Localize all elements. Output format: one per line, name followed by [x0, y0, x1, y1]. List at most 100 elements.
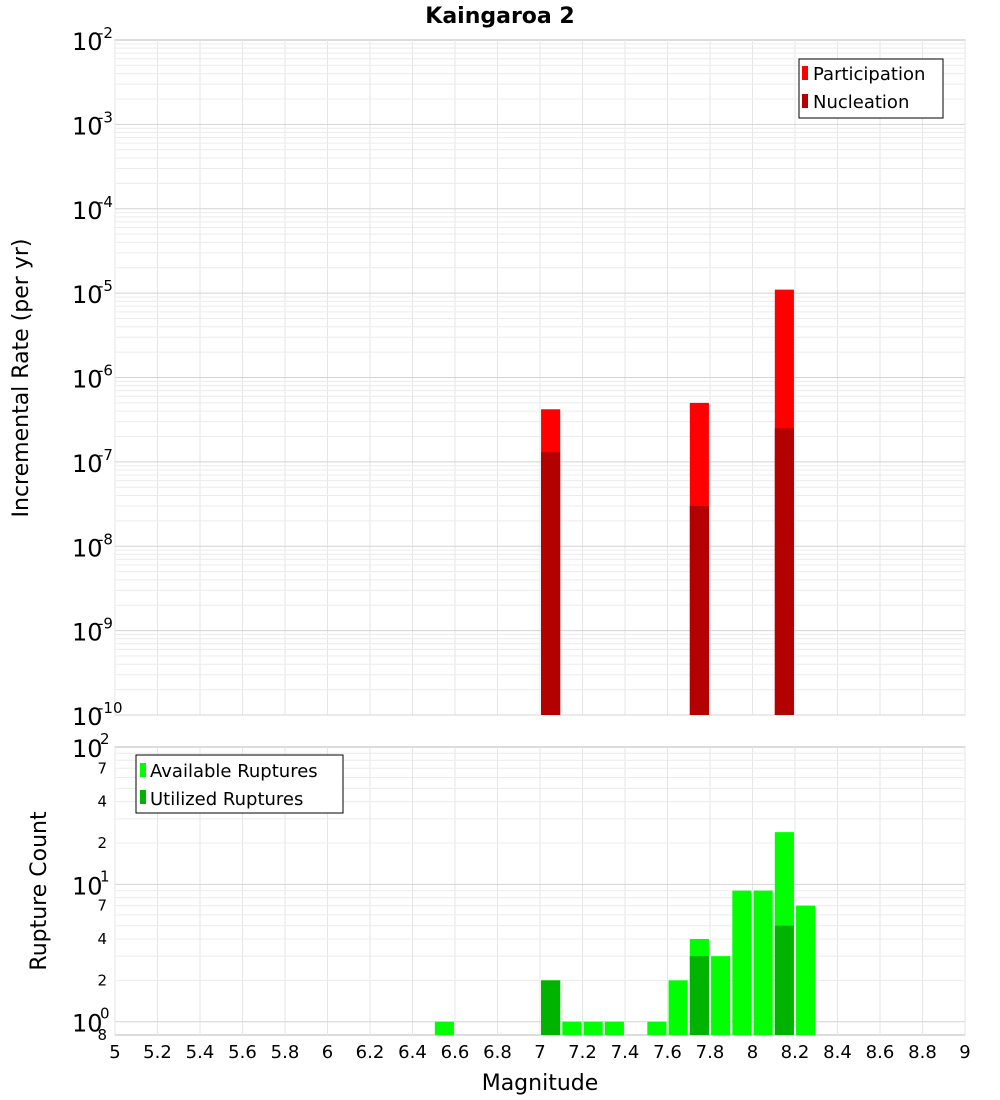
svg-text:10: 10 — [72, 534, 103, 562]
y-tick-label: 10-5 — [72, 277, 113, 309]
svg-text:-4: -4 — [98, 193, 113, 211]
x-tick-label: 5 — [109, 1042, 120, 1063]
x-tick-label: 9 — [959, 1042, 970, 1063]
y-minor-tick-label: 8 — [97, 1026, 107, 1044]
bottom-legend: Available Ruptures Utilized Ruptures — [135, 754, 344, 814]
y-tick-label: 10-8 — [72, 530, 113, 562]
bar-available-ruptures — [732, 890, 752, 1035]
bar-available-ruptures — [711, 956, 731, 1035]
svg-text:10: 10 — [72, 1010, 103, 1038]
bar-available-ruptures — [562, 1021, 582, 1035]
y-minor-tick-label: 2 — [97, 971, 107, 989]
top-legend: Participation Nucleation — [798, 58, 944, 119]
svg-text:-8: -8 — [98, 530, 113, 548]
bottom-legend-box — [135, 754, 344, 814]
x-axis-label: Magnitude — [482, 1071, 599, 1096]
y-tick-label: 100 — [72, 1005, 110, 1038]
bar-utilized-ruptures — [689, 956, 709, 1035]
y-minor-tick-label: 7 — [97, 759, 107, 777]
svg-text:-5: -5 — [98, 277, 113, 295]
legend-label-nucleation: Nucleation — [813, 92, 909, 113]
bar-available-ruptures — [647, 1021, 667, 1035]
svg-text:10: 10 — [72, 28, 103, 56]
svg-text:10: 10 — [72, 703, 103, 731]
y-minor-tick-label: 4 — [97, 793, 107, 811]
svg-text:-9: -9 — [98, 615, 113, 633]
bar-available-ruptures — [434, 1021, 454, 1035]
x-tick-label: 8.4 — [823, 1042, 852, 1063]
svg-text:10: 10 — [72, 112, 103, 140]
svg-text:10: 10 — [72, 197, 103, 225]
top-bars — [541, 289, 794, 715]
x-tick-label: 5.8 — [271, 1042, 300, 1063]
y-tick-label: 10-3 — [72, 108, 113, 140]
x-tick-label: 7 — [534, 1042, 545, 1063]
y-tick-label: 10-6 — [72, 362, 113, 394]
bar-nucleation — [541, 452, 561, 715]
top-y-tick-labels: 10-210-310-410-510-610-710-810-910-10 — [72, 24, 123, 731]
y-tick-label: 10-2 — [72, 24, 113, 56]
y-minor-tick-label: 2 — [97, 834, 107, 852]
bar-available-ruptures — [583, 1021, 603, 1035]
x-tick-label: 6.8 — [483, 1042, 512, 1063]
x-tick-label: 6.4 — [398, 1042, 427, 1063]
x-tick-label: 7.4 — [611, 1042, 640, 1063]
svg-text:10: 10 — [72, 735, 103, 763]
svg-text:10: 10 — [72, 281, 103, 309]
svg-text:-7: -7 — [98, 446, 113, 464]
x-tick-label: 6 — [322, 1042, 333, 1063]
svg-text:-2: -2 — [98, 24, 113, 42]
y-tick-label: 10-10 — [72, 699, 123, 731]
y-minor-tick-label: 4 — [97, 930, 107, 948]
x-tick-label: 6.6 — [441, 1042, 470, 1063]
legend-label-utilized: Utilized Ruptures — [150, 789, 303, 810]
bottom-bars — [434, 832, 816, 1035]
x-tick-label: 7.8 — [696, 1042, 725, 1063]
top-grid — [114, 40, 966, 716]
x-tick-label: 7.6 — [653, 1042, 682, 1063]
x-tick-label: 8.8 — [908, 1042, 937, 1063]
svg-text:10: 10 — [72, 872, 103, 900]
svg-text:-3: -3 — [98, 108, 113, 126]
legend-label-participation: Participation — [813, 64, 925, 85]
svg-text:10: 10 — [72, 366, 103, 394]
bar-available-ruptures — [668, 980, 688, 1035]
bar-nucleation — [689, 505, 709, 715]
chart-title: Kaingaroa 2 — [425, 4, 574, 29]
y-tick-label: 10-7 — [72, 446, 113, 478]
y-tick-label: 102 — [72, 730, 110, 763]
bar-available-ruptures — [796, 905, 816, 1035]
x-tick-label: 8.6 — [866, 1042, 895, 1063]
x-tick-label: 5.6 — [228, 1042, 257, 1063]
x-tick-label: 5.4 — [186, 1042, 215, 1063]
x-tick-label: 8.2 — [781, 1042, 810, 1063]
bar-available-ruptures — [753, 890, 773, 1035]
x-tick-label: 7.2 — [568, 1042, 597, 1063]
svg-text:2: 2 — [100, 730, 110, 748]
bar-nucleation — [774, 428, 794, 715]
y-tick-label: 101 — [72, 867, 110, 900]
bottom-y-axis-label: Rupture Count — [27, 811, 52, 971]
legend-swatch-nucleation — [802, 94, 808, 108]
svg-text:1: 1 — [100, 867, 110, 885]
y-tick-label: 10-4 — [72, 193, 113, 225]
top-legend-box — [798, 58, 944, 119]
x-tick-label: 5.2 — [143, 1042, 172, 1063]
bar-utilized-ruptures — [774, 925, 794, 1035]
svg-text:0: 0 — [100, 1005, 110, 1023]
top-y-axis-label: Incremental Rate (per yr) — [9, 239, 34, 518]
bar-available-ruptures — [604, 1021, 624, 1035]
legend-swatch-available — [140, 763, 146, 777]
svg-text:10: 10 — [72, 619, 103, 647]
svg-text:-10: -10 — [98, 699, 123, 717]
x-tick-label: 8 — [747, 1042, 758, 1063]
x-tick-label: 6.2 — [356, 1042, 385, 1063]
y-tick-label: 10-9 — [72, 615, 113, 647]
bar-utilized-ruptures — [541, 980, 561, 1035]
legend-label-available: Available Ruptures — [150, 761, 318, 782]
bottom-grid — [114, 747, 966, 1035]
legend-swatch-participation — [802, 66, 808, 80]
x-tick-labels: 5 5.2 5.4 5.6 5.8 6 6.2 6.4 6.6 6.8 7 7.2 7.4 7.6 7.8 8… — [109, 1042, 970, 1063]
